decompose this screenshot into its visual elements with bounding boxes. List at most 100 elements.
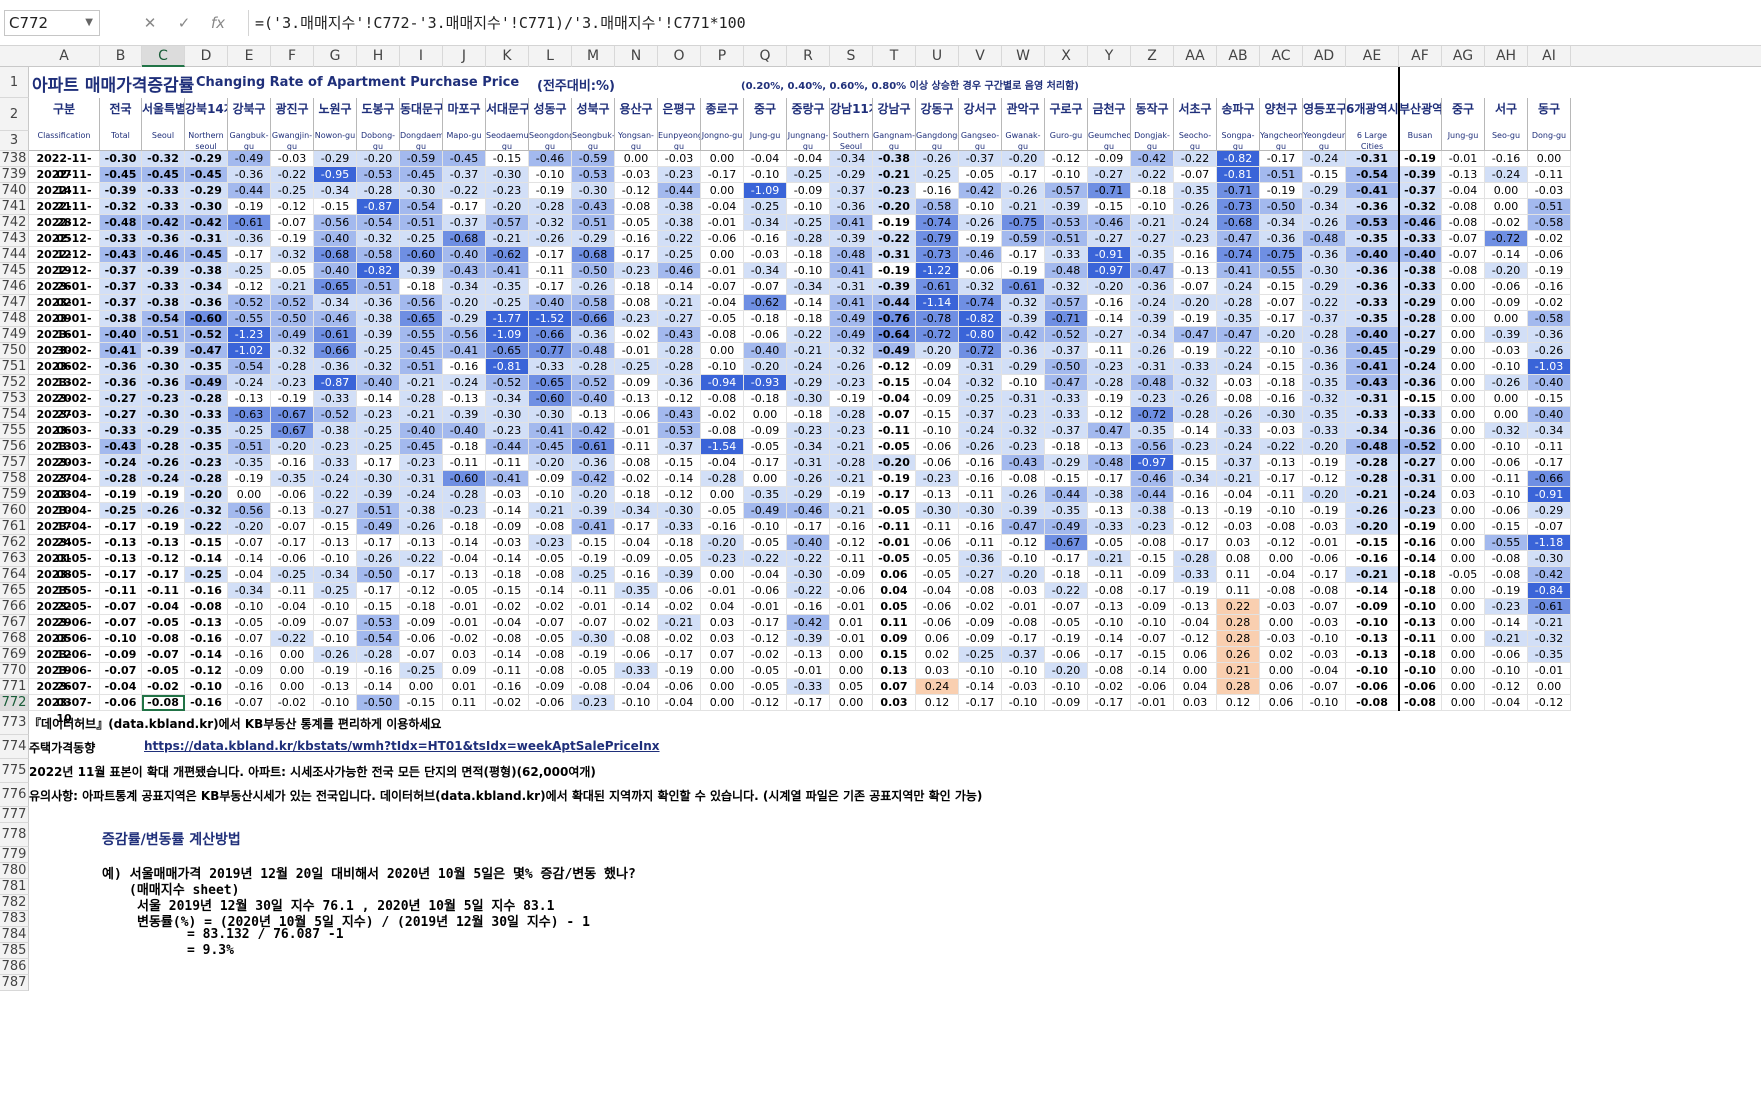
value-cell[interactable]: -0.39 bbox=[357, 487, 400, 503]
value-cell[interactable]: 0.00 bbox=[1442, 519, 1485, 535]
value-cell[interactable]: -0.15 bbox=[486, 151, 529, 167]
value-cell[interactable]: -0.18 bbox=[787, 311, 830, 327]
value-cell[interactable]: -0.16 bbox=[185, 695, 228, 711]
value-cell[interactable]: 0.00 bbox=[701, 663, 744, 679]
value-cell[interactable]: -0.97 bbox=[1131, 455, 1174, 471]
value-cell[interactable]: -0.67 bbox=[271, 423, 314, 439]
value-cell[interactable]: -0.08 bbox=[1485, 551, 1528, 567]
value-cell[interactable]: -0.38 bbox=[658, 215, 701, 231]
value-cell[interactable]: -0.33 bbox=[100, 423, 142, 439]
value-cell[interactable]: 0.00 bbox=[701, 343, 744, 359]
value-cell[interactable]: -0.08 bbox=[1088, 663, 1131, 679]
value-cell[interactable]: -0.56 bbox=[314, 215, 357, 231]
value-cell[interactable]: -0.43 bbox=[100, 247, 142, 263]
value-cell[interactable]: -0.17 bbox=[100, 519, 142, 535]
column-header-d[interactable]: D bbox=[185, 46, 228, 67]
value-cell[interactable]: 0.15 bbox=[873, 647, 916, 663]
value-cell[interactable]: -0.10 bbox=[314, 695, 357, 711]
value-cell[interactable]: -0.15 bbox=[1088, 199, 1131, 215]
value-cell[interactable]: -0.29 bbox=[314, 151, 357, 167]
value-cell[interactable]: -0.17 bbox=[1260, 151, 1303, 167]
row-header[interactable]: 768 bbox=[0, 631, 29, 647]
value-cell[interactable]: -0.15 bbox=[1346, 535, 1399, 551]
value-cell[interactable]: -0.45 bbox=[185, 167, 228, 183]
value-cell[interactable]: -0.28 bbox=[357, 647, 400, 663]
column-header-b[interactable]: B bbox=[100, 46, 142, 67]
value-cell[interactable]: -0.51 bbox=[400, 215, 443, 231]
value-cell[interactable]: -0.05 bbox=[916, 551, 959, 567]
value-cell[interactable]: -0.19 bbox=[1399, 151, 1442, 167]
value-cell[interactable]: -0.03 bbox=[1485, 343, 1528, 359]
value-cell[interactable]: -0.16 bbox=[615, 231, 658, 247]
value-cell[interactable]: -0.35 bbox=[1346, 231, 1399, 247]
value-cell[interactable]: -0.06 bbox=[916, 535, 959, 551]
value-cell[interactable]: -0.13 bbox=[1088, 503, 1131, 519]
value-cell[interactable]: -0.08 bbox=[142, 695, 185, 711]
value-cell[interactable]: -0.34 bbox=[787, 279, 830, 295]
value-cell[interactable]: -0.46 bbox=[1088, 215, 1131, 231]
value-cell[interactable]: -0.76 bbox=[873, 311, 916, 327]
value-cell[interactable]: -0.33 bbox=[1399, 407, 1442, 423]
value-cell[interactable]: 0.00 bbox=[1442, 327, 1485, 343]
value-cell[interactable]: 0.00 bbox=[1442, 631, 1485, 647]
column-title[interactable]: 영등포구 Yeongdeungpo-gu bbox=[1303, 98, 1346, 151]
value-cell[interactable]: -0.19 bbox=[572, 551, 615, 567]
value-cell[interactable]: -0.34 bbox=[314, 567, 357, 583]
value-cell[interactable]: -0.07 bbox=[271, 519, 314, 535]
value-cell[interactable]: -0.72 bbox=[1131, 407, 1174, 423]
value-cell[interactable]: -0.37 bbox=[443, 215, 486, 231]
value-cell[interactable]: -0.53 bbox=[357, 167, 400, 183]
value-cell[interactable]: -0.61 bbox=[314, 327, 357, 343]
value-cell[interactable]: -0.37 bbox=[1303, 311, 1346, 327]
row-header[interactable]: 760 bbox=[0, 503, 29, 519]
value-cell[interactable]: -0.40 bbox=[314, 263, 357, 279]
value-cell[interactable]: -0.17 bbox=[1088, 695, 1131, 711]
value-cell[interactable]: -0.97 bbox=[1088, 263, 1131, 279]
value-cell[interactable]: -0.02 bbox=[615, 471, 658, 487]
value-cell[interactable]: -0.71 bbox=[1217, 183, 1260, 199]
value-cell[interactable]: -0.53 bbox=[1346, 215, 1399, 231]
value-cell[interactable]: -0.33 bbox=[100, 231, 142, 247]
value-cell[interactable]: -0.43 bbox=[1002, 455, 1045, 471]
value-cell[interactable]: -0.20 bbox=[744, 359, 787, 375]
value-cell[interactable]: -0.02 bbox=[486, 599, 529, 615]
value-cell[interactable]: -0.28 bbox=[572, 359, 615, 375]
value-cell[interactable]: -0.10 bbox=[1485, 439, 1528, 455]
value-cell[interactable]: -0.23 bbox=[142, 391, 185, 407]
value-cell[interactable]: -0.56 bbox=[443, 327, 486, 343]
value-cell[interactable]: -0.14 bbox=[443, 535, 486, 551]
value-cell[interactable]: -0.30 bbox=[916, 503, 959, 519]
value-cell[interactable]: -0.25 bbox=[357, 343, 400, 359]
value-cell[interactable]: -0.09 bbox=[916, 391, 959, 407]
value-cell[interactable]: -0.23 bbox=[1174, 231, 1217, 247]
value-cell[interactable]: -0.34 bbox=[486, 391, 529, 407]
value-cell[interactable]: -0.66 bbox=[529, 327, 572, 343]
value-cell[interactable]: -0.04 bbox=[1217, 487, 1260, 503]
value-cell[interactable]: -0.30 bbox=[142, 407, 185, 423]
name-box[interactable]: C772 ▼ bbox=[4, 10, 100, 36]
row-header[interactable]: 767 bbox=[0, 615, 29, 631]
value-cell[interactable]: -0.01 bbox=[572, 599, 615, 615]
column-header-i[interactable]: I bbox=[400, 46, 443, 67]
value-cell[interactable]: -0.23 bbox=[1131, 519, 1174, 535]
value-cell[interactable]: -0.11 bbox=[1528, 439, 1571, 455]
value-cell[interactable]: -0.50 bbox=[572, 263, 615, 279]
value-cell[interactable]: -0.31 bbox=[830, 279, 873, 295]
column-header-af[interactable]: AF bbox=[1399, 46, 1442, 67]
value-cell[interactable]: -0.41 bbox=[1217, 263, 1260, 279]
value-cell[interactable]: 0.07 bbox=[701, 647, 744, 663]
value-cell[interactable]: 0.00 bbox=[1442, 279, 1485, 295]
value-cell[interactable]: -0.14 bbox=[1174, 423, 1217, 439]
value-cell[interactable]: -0.19 bbox=[1002, 263, 1045, 279]
value-cell[interactable]: -0.31 bbox=[1399, 471, 1442, 487]
date-cell[interactable]: 2023-06-05 bbox=[29, 615, 100, 645]
value-cell[interactable]: -0.15 bbox=[400, 695, 443, 711]
value-cell[interactable]: -0.49 bbox=[228, 151, 271, 167]
value-cell[interactable]: -0.20 bbox=[1088, 279, 1131, 295]
value-cell[interactable]: -0.37 bbox=[959, 151, 1002, 167]
value-cell[interactable]: -0.22 bbox=[787, 551, 830, 567]
value-cell[interactable]: -0.16 bbox=[744, 231, 787, 247]
value-cell[interactable]: -0.04 bbox=[658, 695, 701, 711]
value-cell[interactable]: -0.05 bbox=[228, 615, 271, 631]
value-cell[interactable]: 0.22 bbox=[1217, 599, 1260, 615]
